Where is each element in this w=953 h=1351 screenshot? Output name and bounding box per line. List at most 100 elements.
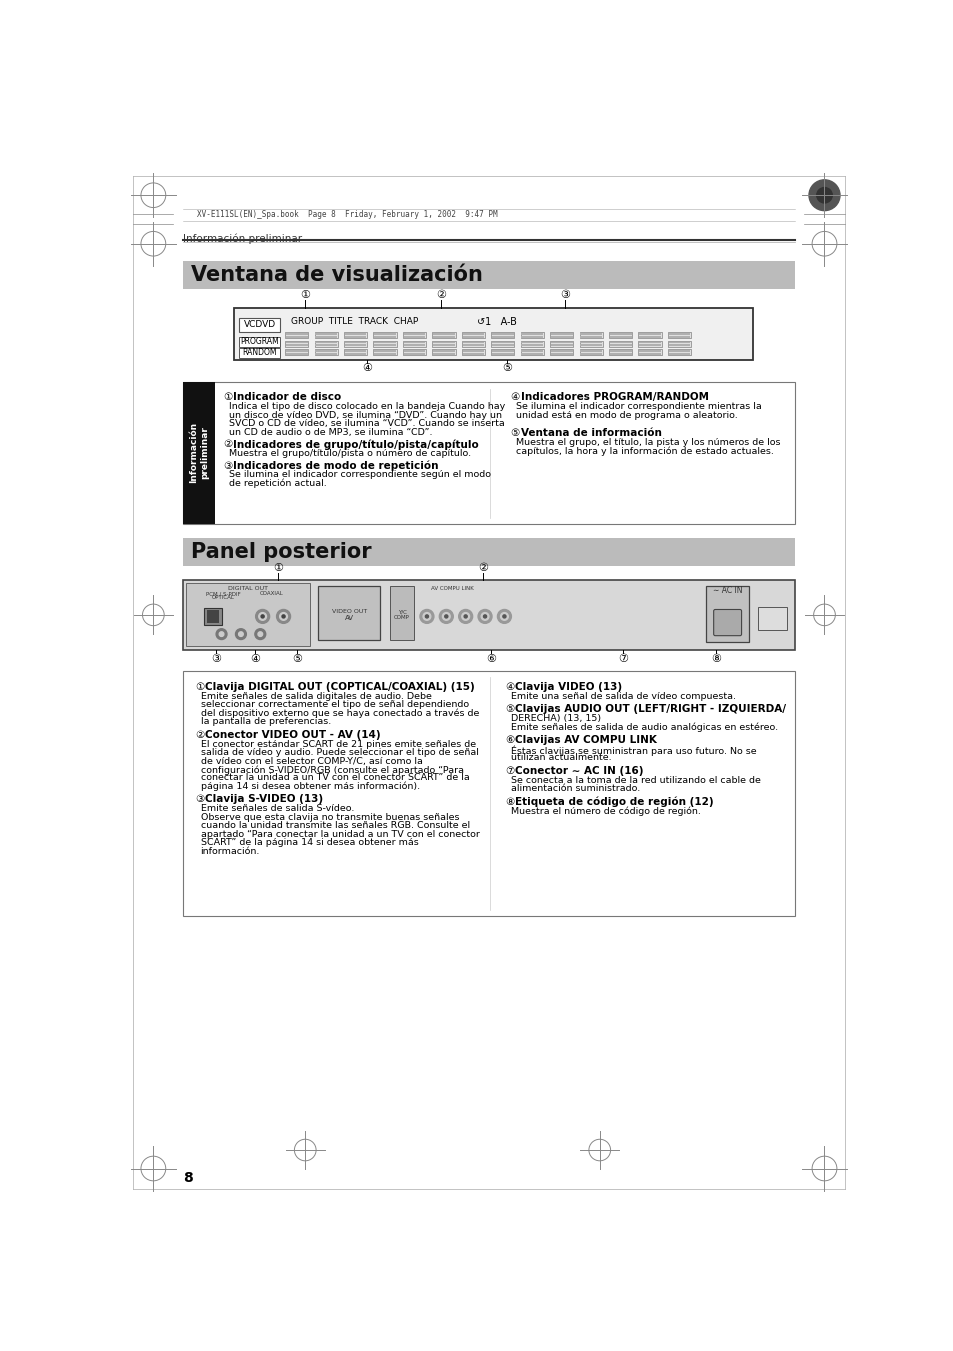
FancyBboxPatch shape xyxy=(183,381,794,524)
Text: Emite señales de salida S-vídeo.: Emite señales de salida S-vídeo. xyxy=(200,804,354,813)
FancyBboxPatch shape xyxy=(492,345,513,346)
FancyBboxPatch shape xyxy=(491,332,514,339)
Text: Clavija VIDEO (13): Clavija VIDEO (13) xyxy=(515,682,621,692)
FancyBboxPatch shape xyxy=(403,334,425,335)
Text: Observe que esta clavija no transmite buenas señales: Observe que esta clavija no transmite bu… xyxy=(200,813,458,821)
FancyBboxPatch shape xyxy=(318,586,380,640)
Text: ∼ AC IN: ∼ AC IN xyxy=(712,586,741,596)
Text: Clavija S-VIDEO (13): Clavija S-VIDEO (13) xyxy=(205,794,323,804)
Circle shape xyxy=(458,609,472,623)
FancyBboxPatch shape xyxy=(403,345,425,346)
FancyBboxPatch shape xyxy=(315,334,336,335)
Text: ③: ③ xyxy=(211,654,221,663)
FancyBboxPatch shape xyxy=(314,332,337,339)
FancyBboxPatch shape xyxy=(638,332,661,339)
Text: Se ilumina el indicador correspondiente mientras la: Se ilumina el indicador correspondiente … xyxy=(516,403,761,411)
Text: alimentación suministrado.: alimentación suministrado. xyxy=(510,785,639,793)
FancyBboxPatch shape xyxy=(373,332,396,339)
Text: Éstas clavijas se suministran para uso futuro. No se: Éstas clavijas se suministran para uso f… xyxy=(510,744,756,755)
FancyBboxPatch shape xyxy=(402,349,426,355)
Text: apartado “Para conectar la unidad a un TV con el conector: apartado “Para conectar la unidad a un T… xyxy=(200,830,479,839)
FancyBboxPatch shape xyxy=(639,345,660,346)
FancyBboxPatch shape xyxy=(521,342,542,343)
FancyBboxPatch shape xyxy=(374,345,395,346)
Text: Muestra el grupo, el título, la pista y los números de los: Muestra el grupo, el título, la pista y … xyxy=(516,438,780,447)
FancyBboxPatch shape xyxy=(344,332,367,339)
FancyBboxPatch shape xyxy=(609,345,631,346)
FancyBboxPatch shape xyxy=(374,350,395,351)
FancyBboxPatch shape xyxy=(183,262,794,289)
Text: un CD de audio o de MP3, se ilumina “CD”.: un CD de audio o de MP3, se ilumina “CD”… xyxy=(229,428,432,436)
FancyBboxPatch shape xyxy=(668,350,690,351)
FancyBboxPatch shape xyxy=(492,353,513,354)
Text: la pantalla de preferencias.: la pantalla de preferencias. xyxy=(200,717,331,727)
FancyBboxPatch shape xyxy=(432,340,456,347)
FancyBboxPatch shape xyxy=(609,353,631,354)
Text: utilizan actualmente.: utilizan actualmente. xyxy=(510,754,611,762)
FancyBboxPatch shape xyxy=(550,336,572,338)
FancyBboxPatch shape xyxy=(238,336,280,347)
Text: Clavija DIGITAL OUT (COPTICAL/COAXIAL) (15): Clavija DIGITAL OUT (COPTICAL/COAXIAL) (… xyxy=(205,682,475,692)
Circle shape xyxy=(497,609,511,623)
FancyBboxPatch shape xyxy=(638,340,661,347)
Circle shape xyxy=(477,609,492,623)
Text: configuración S-VIDEO/RGB (consulte el apartado “Para: configuración S-VIDEO/RGB (consulte el a… xyxy=(200,765,463,774)
FancyBboxPatch shape xyxy=(638,349,661,355)
Text: Clavijas AUDIO OUT (LEFT/RIGHT - IZQUIERDA/: Clavijas AUDIO OUT (LEFT/RIGHT - IZQUIER… xyxy=(515,704,785,715)
FancyBboxPatch shape xyxy=(608,340,632,347)
Text: Etiqueta de código de región (12): Etiqueta de código de región (12) xyxy=(515,797,713,807)
Text: ⑥: ⑥ xyxy=(505,735,514,744)
Text: cuando la unidad transmite las señales RGB. Consulte el: cuando la unidad transmite las señales R… xyxy=(200,821,469,831)
FancyBboxPatch shape xyxy=(315,345,336,346)
FancyBboxPatch shape xyxy=(285,340,308,347)
Text: ④: ④ xyxy=(362,362,372,373)
FancyBboxPatch shape xyxy=(390,586,414,640)
FancyBboxPatch shape xyxy=(668,353,690,354)
Text: capítulos, la hora y la información de estado actuales.: capítulos, la hora y la información de e… xyxy=(516,446,773,455)
Circle shape xyxy=(235,628,246,639)
Circle shape xyxy=(816,188,831,203)
FancyBboxPatch shape xyxy=(639,350,660,351)
FancyBboxPatch shape xyxy=(579,353,601,354)
Text: de repetición actual.: de repetición actual. xyxy=(229,478,326,488)
Text: AV: AV xyxy=(345,615,354,621)
Circle shape xyxy=(461,612,469,620)
FancyBboxPatch shape xyxy=(667,340,691,347)
FancyBboxPatch shape xyxy=(520,340,543,347)
FancyBboxPatch shape xyxy=(668,342,690,343)
Text: Emite una señal de salida de vídeo compuesta.: Emite una señal de salida de vídeo compu… xyxy=(510,692,735,701)
Text: unidad está en modo de programa o aleatorio.: unidad está en modo de programa o aleato… xyxy=(516,411,737,420)
FancyBboxPatch shape xyxy=(286,345,307,346)
Text: RANDOM: RANDOM xyxy=(242,347,276,357)
Text: ⑤: ⑤ xyxy=(505,704,514,715)
FancyBboxPatch shape xyxy=(207,611,219,623)
FancyBboxPatch shape xyxy=(520,349,543,355)
FancyBboxPatch shape xyxy=(344,336,366,338)
Text: Información
preliminar: Información preliminar xyxy=(190,423,209,484)
FancyBboxPatch shape xyxy=(579,349,602,355)
FancyBboxPatch shape xyxy=(492,336,513,338)
FancyBboxPatch shape xyxy=(402,340,426,347)
FancyBboxPatch shape xyxy=(492,334,513,335)
FancyBboxPatch shape xyxy=(668,334,690,335)
FancyBboxPatch shape xyxy=(432,332,456,339)
FancyBboxPatch shape xyxy=(550,345,572,346)
Circle shape xyxy=(282,615,285,617)
FancyBboxPatch shape xyxy=(344,345,366,346)
FancyBboxPatch shape xyxy=(579,332,602,339)
FancyBboxPatch shape xyxy=(609,334,631,335)
FancyBboxPatch shape xyxy=(433,350,455,351)
FancyBboxPatch shape xyxy=(344,349,367,355)
FancyBboxPatch shape xyxy=(550,334,572,335)
Text: DERECHA) (13, 15): DERECHA) (13, 15) xyxy=(510,715,600,723)
FancyBboxPatch shape xyxy=(183,381,215,524)
Text: información.: información. xyxy=(200,847,260,855)
FancyBboxPatch shape xyxy=(432,349,456,355)
Text: Panel posterior: Panel posterior xyxy=(191,542,371,562)
FancyBboxPatch shape xyxy=(667,349,691,355)
Circle shape xyxy=(257,632,262,636)
Text: Indicadores PROGRAM/RANDOM: Indicadores PROGRAM/RANDOM xyxy=(520,392,708,403)
FancyBboxPatch shape xyxy=(315,336,336,338)
FancyBboxPatch shape xyxy=(668,336,690,338)
Text: ②: ② xyxy=(223,439,233,450)
